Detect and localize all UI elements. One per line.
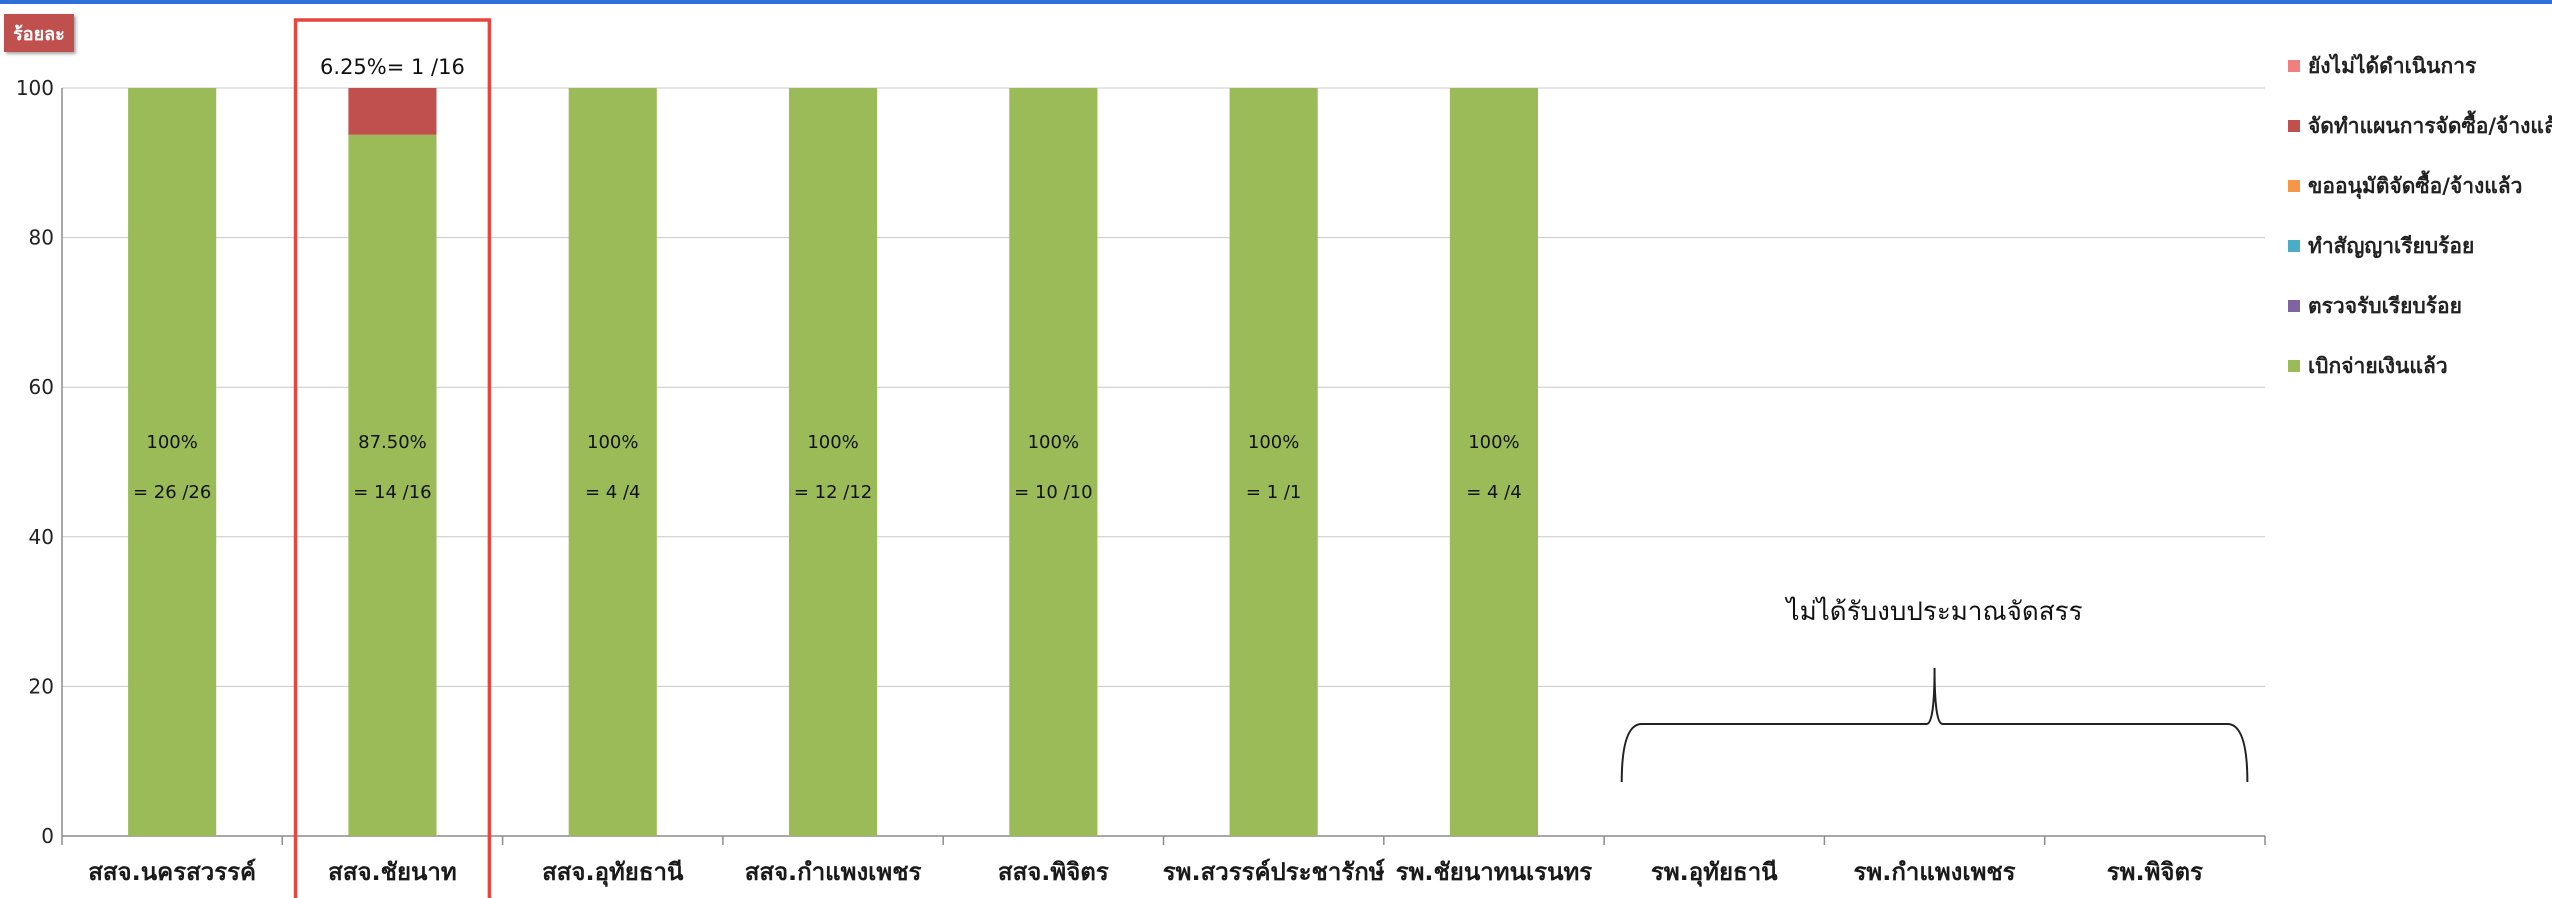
x-category-label: สสจ.อุทัยธานี [542, 858, 684, 888]
bar-segment [788, 88, 878, 836]
y-tick-label: 40 [29, 525, 54, 549]
data-label-percent: 100% [146, 432, 197, 453]
x-category-label: สสจ.พิจิตร [998, 858, 1109, 886]
bar-segment [1009, 88, 1098, 836]
bar-segment [348, 88, 437, 135]
data-label-fraction: = 4 /4 [1466, 482, 1522, 503]
legend-swatch [2288, 360, 2300, 372]
legend-label: ขออนุมัติจัดซื้อ/จ้างแล้ว [2308, 173, 2523, 198]
legend-item: จัดทำแผนการจัดซื้อ/จ้างแล้ว [2288, 96, 2552, 156]
top-annotation: 6.25%= 1 /16 [320, 55, 465, 79]
x-category-label: สสจ.ชัยนาท [328, 858, 457, 886]
legend-label: จัดทำแผนการจัดซื้อ/จ้างแล้ว [2308, 113, 2552, 138]
legend-swatch [2288, 60, 2300, 72]
bar-segment [128, 88, 217, 836]
data-label-fraction: = 26 /26 [133, 482, 211, 503]
legend-label: ตรวจรับเรียบร้อย [2308, 293, 2462, 318]
data-label-percent: 100% [1028, 432, 1079, 453]
bar-segment [568, 88, 657, 836]
legend-label: เบิกจ่ายเงินแล้ว [2308, 353, 2448, 378]
legend-swatch [2288, 300, 2300, 312]
legend-item: ตรวจรับเรียบร้อย [2288, 276, 2552, 336]
legend-swatch [2288, 120, 2300, 132]
y-tick-label: 80 [29, 226, 54, 250]
legend: ยังไม่ได้ดำเนินการจัดทำแผนการจัดซื้อ/จ้า… [2288, 36, 2552, 396]
data-label-fraction: = 1 /1 [1246, 482, 1302, 503]
data-label-percent: 100% [1468, 432, 1519, 453]
x-category-label: รพ.ชัยนาทนเรนทร [1396, 858, 1593, 886]
x-category-label: รพ.กำแพงเพชร [1854, 858, 2016, 886]
brace [1620, 667, 2249, 783]
bar-segment [1229, 88, 1318, 836]
data-label-fraction: = 4 /4 [585, 482, 641, 503]
y-tick-label: 60 [29, 375, 54, 399]
x-category-label: สสจ.กำแพงเพชร [745, 858, 922, 886]
data-label-percent: 100% [587, 432, 638, 453]
legend-label: ทำสัญญาเรียบร้อย [2308, 233, 2475, 258]
data-label-percent: 87.50% [358, 432, 427, 453]
data-label-fraction: = 12 /12 [794, 482, 872, 503]
legend-swatch [2288, 240, 2300, 252]
y-tick-label: 100 [16, 76, 54, 100]
data-label-fraction: = 14 /16 [353, 482, 431, 503]
x-category-label: รพ.อุทัยธานี [1651, 858, 1778, 888]
unit-badge: ร้อยละ [4, 14, 74, 52]
legend-item: เบิกจ่ายเงินแล้ว [2288, 336, 2552, 396]
data-label-percent: 100% [1248, 432, 1299, 453]
data-label-fraction: = 10 /10 [1014, 482, 1092, 503]
legend-item: ทำสัญญาเรียบร้อย [2288, 216, 2552, 276]
y-tick-label: 20 [29, 674, 54, 698]
y-tick-label: 0 [41, 824, 54, 848]
data-label-percent: 100% [807, 432, 858, 453]
bar-segment [348, 134, 437, 836]
brace-annotation-label: ไม่ได้รับงบประมาณจัดสรร [1785, 596, 2083, 627]
legend-item: ขออนุมัติจัดซื้อ/จ้างแล้ว [2288, 156, 2552, 216]
legend-item: ยังไม่ได้ดำเนินการ [2288, 36, 2552, 96]
highlight-box [293, 18, 492, 898]
legend-label: ยังไม่ได้ดำเนินการ [2308, 53, 2477, 78]
top-border [0, 0, 2552, 4]
x-category-label: รพ.พิจิตร [2107, 858, 2203, 886]
legend-swatch [2288, 180, 2300, 192]
x-category-label: สสจ.นครสวรรค์ [88, 858, 256, 886]
x-category-label: รพ.สวรรค์ประชารักษ์ [1163, 858, 1385, 886]
bar-segment [1449, 88, 1539, 836]
